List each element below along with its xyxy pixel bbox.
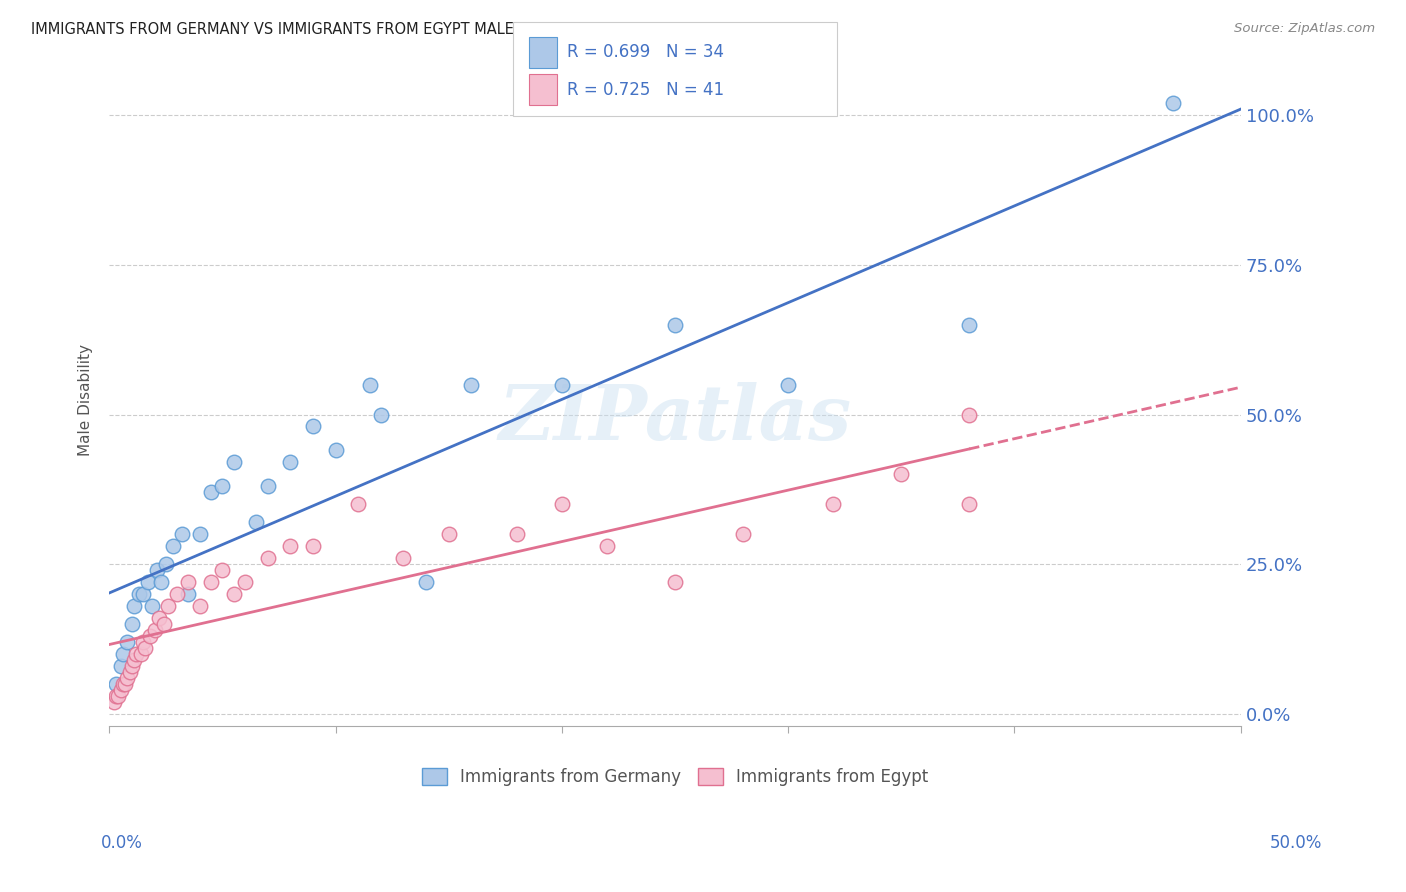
Point bbox=[177, 587, 200, 601]
Point bbox=[437, 527, 460, 541]
Point bbox=[200, 485, 222, 500]
Point bbox=[325, 443, 347, 458]
Point bbox=[166, 587, 188, 601]
Point bbox=[245, 516, 267, 530]
Point bbox=[132, 635, 155, 649]
Point bbox=[302, 419, 325, 434]
Point bbox=[731, 527, 754, 541]
Point bbox=[157, 599, 180, 614]
Text: 50.0%: 50.0% bbox=[1270, 834, 1322, 852]
Point bbox=[200, 575, 222, 590]
Point bbox=[222, 587, 245, 601]
Point bbox=[664, 575, 686, 590]
Point bbox=[148, 611, 170, 625]
Point bbox=[139, 629, 162, 643]
Point bbox=[105, 677, 128, 691]
Point bbox=[278, 455, 301, 469]
Text: IMMIGRANTS FROM GERMANY VS IMMIGRANTS FROM EGYPT MALE DISABILITY CORRELATION CHA: IMMIGRANTS FROM GERMANY VS IMMIGRANTS FR… bbox=[31, 22, 761, 37]
Point bbox=[957, 318, 980, 332]
Point bbox=[392, 551, 415, 566]
Point bbox=[460, 377, 482, 392]
Point bbox=[1161, 95, 1184, 110]
Point bbox=[778, 377, 800, 392]
Point bbox=[211, 479, 233, 493]
Point bbox=[233, 575, 256, 590]
Point bbox=[551, 497, 574, 511]
Point bbox=[110, 659, 132, 673]
Point bbox=[111, 647, 134, 661]
Text: R = 0.725   N = 41: R = 0.725 N = 41 bbox=[567, 80, 724, 99]
Point bbox=[111, 677, 134, 691]
Point bbox=[145, 563, 167, 577]
Point bbox=[256, 551, 278, 566]
Point bbox=[121, 617, 143, 632]
Point bbox=[110, 683, 132, 698]
Point bbox=[128, 587, 150, 601]
Point bbox=[170, 527, 193, 541]
Point bbox=[370, 408, 392, 422]
Point bbox=[118, 665, 141, 680]
Point bbox=[957, 497, 980, 511]
Point bbox=[155, 558, 177, 572]
Point bbox=[107, 689, 129, 703]
Point bbox=[347, 497, 370, 511]
Point bbox=[188, 527, 211, 541]
Point bbox=[823, 497, 845, 511]
Point bbox=[122, 599, 145, 614]
Point bbox=[150, 575, 173, 590]
Legend: Immigrants from Germany, Immigrants from Egypt: Immigrants from Germany, Immigrants from… bbox=[415, 762, 935, 793]
Point bbox=[256, 479, 278, 493]
Point bbox=[117, 635, 139, 649]
Point bbox=[222, 455, 245, 469]
Point bbox=[278, 539, 301, 553]
Point bbox=[664, 318, 686, 332]
Point bbox=[132, 587, 155, 601]
Point bbox=[152, 617, 174, 632]
Text: 0.0%: 0.0% bbox=[101, 834, 143, 852]
Text: ZIPatlas: ZIPatlas bbox=[499, 382, 852, 456]
Point bbox=[105, 689, 128, 703]
Point bbox=[551, 377, 574, 392]
Point bbox=[890, 467, 912, 482]
Point bbox=[134, 641, 156, 656]
Point bbox=[122, 653, 145, 667]
Point bbox=[136, 575, 159, 590]
Point bbox=[415, 575, 437, 590]
Point bbox=[359, 377, 381, 392]
Point bbox=[957, 408, 980, 422]
Point bbox=[114, 677, 136, 691]
Text: Source: ZipAtlas.com: Source: ZipAtlas.com bbox=[1234, 22, 1375, 36]
Point bbox=[103, 695, 125, 709]
Point bbox=[162, 539, 184, 553]
Point bbox=[143, 624, 166, 638]
Point bbox=[121, 659, 143, 673]
Text: R = 0.699   N = 34: R = 0.699 N = 34 bbox=[567, 43, 724, 62]
Point bbox=[302, 539, 325, 553]
Point bbox=[117, 671, 139, 685]
Point bbox=[505, 527, 527, 541]
Point bbox=[129, 647, 152, 661]
Point bbox=[596, 539, 619, 553]
Point bbox=[177, 575, 200, 590]
Point bbox=[125, 647, 148, 661]
Point bbox=[211, 563, 233, 577]
Point bbox=[141, 599, 163, 614]
Point bbox=[188, 599, 211, 614]
Y-axis label: Male Disability: Male Disability bbox=[79, 343, 93, 456]
